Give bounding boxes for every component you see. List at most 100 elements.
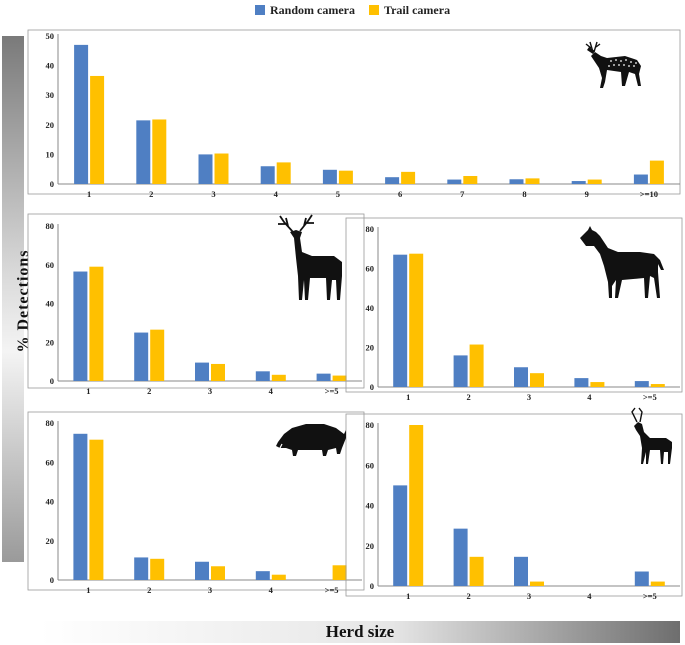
bar-random-camera (393, 485, 408, 586)
legend-swatch-random (255, 5, 265, 15)
y-tick-label: 10 (46, 149, 55, 159)
bar-random-camera (385, 177, 400, 184)
bar-trail-camera (650, 384, 665, 387)
bar-trail-camera (150, 558, 165, 580)
y-tick-label: 40 (366, 501, 375, 511)
x-tick-label: 8 (522, 189, 526, 199)
bar-trail-camera (587, 179, 602, 184)
y-tick-label: 80 (46, 418, 55, 428)
bar-trail-camera (469, 344, 484, 387)
x-tick-label: 3 (208, 386, 212, 396)
y-tick-label: 80 (366, 224, 375, 234)
bar-trail-camera (214, 153, 229, 184)
x-tick-label: 1 (86, 386, 90, 396)
bar-random-camera (574, 378, 589, 387)
x-tick-label: 1 (87, 189, 91, 199)
chart-panel-2: 0 20 40 60 80 1 2 3 4 >=5 (27, 213, 365, 396)
bar-random-camera (514, 367, 528, 387)
y-tick-label: 40 (46, 497, 55, 507)
bar-trail-camera (332, 565, 347, 580)
bar-trail-camera (276, 162, 291, 184)
panel-frame (345, 413, 683, 597)
wild-boar-icon (276, 424, 346, 456)
bar-random-camera (136, 120, 151, 184)
panel-frame (27, 411, 365, 591)
y-tick-label: 30 (46, 90, 55, 100)
x-tick-label: 1 (406, 392, 410, 402)
x-tick-label: >=5 (325, 386, 339, 396)
chart-panel-1: 0 10 20 30 40 50 1 2 3 4 5 6 7 8 9 >=10 (27, 29, 681, 199)
bar-trail-camera (401, 171, 416, 184)
x-tick-label: 7 (460, 189, 465, 199)
legend-swatch-trail (368, 5, 379, 15)
bar-random-camera (633, 174, 648, 184)
x-tick-label: 5 (336, 189, 340, 199)
y-tick-label: 40 (366, 303, 375, 313)
bar-random-camera (198, 154, 213, 184)
x-tick-label: >=5 (643, 591, 657, 601)
bar-random-camera (393, 254, 408, 387)
y-tick-label: 80 (366, 420, 375, 430)
y-tick-label: 60 (366, 460, 375, 470)
bar-random-camera (571, 181, 586, 184)
x-axis-label: Herd size (325, 622, 395, 641)
x-tick-label: 4 (269, 386, 274, 396)
x-tick-label: 2 (147, 585, 151, 595)
y-tick-label: 0 (370, 382, 374, 392)
bar-trail-camera (463, 176, 478, 184)
bar-trail-camera (150, 329, 165, 381)
bar-random-camera (509, 179, 524, 184)
y-tick-label: 50 (46, 31, 55, 41)
bar-random-camera (255, 371, 270, 381)
bar-trail-camera (650, 581, 665, 586)
bar-trail-camera (211, 566, 225, 580)
panel-frame (345, 217, 683, 393)
bar-trail-camera (530, 581, 544, 586)
x-tick-label: 9 (585, 189, 589, 199)
x-tick-label: >=10 (640, 189, 658, 199)
bar-random-camera (260, 166, 275, 184)
y-tick-label: 20 (46, 536, 55, 546)
bar-random-camera (514, 556, 528, 586)
y-tick-label: 0 (50, 179, 54, 189)
legend-label-random: Random camera (270, 2, 355, 17)
bar-trail-camera (89, 439, 104, 580)
bar-random-camera (316, 373, 331, 381)
bar-trail-camera (271, 374, 286, 381)
y-tick-label: 60 (46, 260, 55, 270)
spotted-deer-icon (585, 41, 641, 88)
x-tick-label: 3 (211, 189, 215, 199)
bar-random-camera (134, 557, 149, 580)
y-tick-label: 60 (366, 264, 375, 274)
blackbuck-icon (631, 407, 672, 464)
bar-trail-camera (409, 425, 424, 586)
y-tick-label: 20 (366, 343, 375, 353)
bar-random-camera (73, 271, 88, 381)
x-axis-label-band (40, 621, 680, 643)
y-axis-label-band (2, 36, 24, 562)
chart-panel-4: 0 20 40 60 80 1 2 3 4 >=5 (27, 411, 365, 595)
legend: Random camera Trail camera (255, 2, 464, 18)
bar-random-camera (195, 561, 209, 580)
x-tick-label: 3 (208, 585, 212, 595)
y-tick-label: 40 (46, 61, 55, 71)
sambar-deer-icon (278, 214, 342, 300)
bar-random-camera (447, 179, 462, 184)
chart-panel-5: 0 20 40 60 80 1 2 3 4 >=5 (345, 413, 683, 601)
x-tick-label: 4 (269, 585, 274, 595)
x-tick-label: 1 (86, 585, 90, 595)
y-tick-label: 0 (50, 575, 54, 585)
bar-trail-camera (469, 556, 484, 586)
x-tick-label: 4 (587, 392, 592, 402)
x-tick-label: 2 (466, 591, 470, 601)
bar-random-camera (453, 355, 468, 387)
nilgai-icon (580, 226, 664, 298)
y-tick-label: 20 (46, 120, 55, 130)
bar-trail-camera (211, 363, 225, 381)
bar-trail-camera (271, 574, 286, 580)
x-tick-label: 1 (406, 591, 410, 601)
y-tick-label: 0 (370, 581, 374, 591)
legend-label-trail: Trail camera (383, 2, 451, 17)
bar-random-camera (195, 362, 209, 381)
